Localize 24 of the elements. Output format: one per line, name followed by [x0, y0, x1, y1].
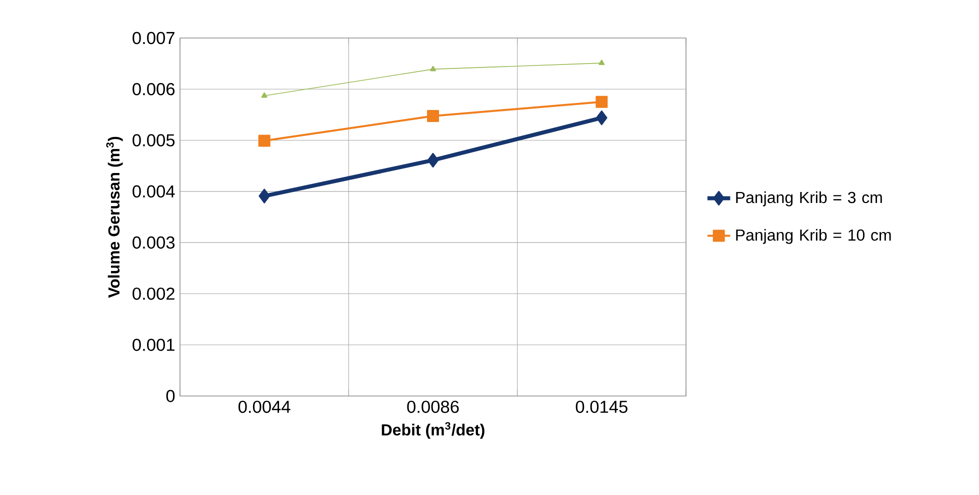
y-tick-label: 0.003	[132, 236, 175, 249]
y-tick-label: 0.004	[132, 185, 175, 198]
point	[427, 152, 439, 168]
point	[258, 188, 270, 204]
y-tick-label: 0.002	[132, 288, 174, 300]
legend-label: Panjang Krib = 3 cm	[736, 191, 882, 206]
y-axis-title: Volume Gerusan (m$^{3}$)	[106, 136, 123, 298]
point	[430, 66, 436, 72]
y-tick-label: 0.001	[132, 338, 174, 351]
x-axis-title: Debit (m$^{3}$/det)	[382, 422, 484, 439]
y-tick-label: 0.006	[132, 83, 175, 96]
point	[596, 110, 608, 126]
point	[261, 92, 268, 98]
point	[258, 134, 270, 147]
legend-label: Panjang Krib = 10 cm	[736, 229, 891, 244]
point	[596, 96, 608, 108]
y-tick-label: 0.005	[132, 134, 175, 146]
y-tick-label: 0	[166, 390, 175, 402]
point	[427, 110, 440, 122]
x-tick-label: 0.0145	[576, 400, 628, 413]
x-tick-label: 0.0044	[238, 400, 290, 413]
x-tick-label: 0.0086	[407, 400, 459, 413]
point	[598, 60, 605, 66]
y-tick-label: 0.007	[132, 32, 174, 44]
